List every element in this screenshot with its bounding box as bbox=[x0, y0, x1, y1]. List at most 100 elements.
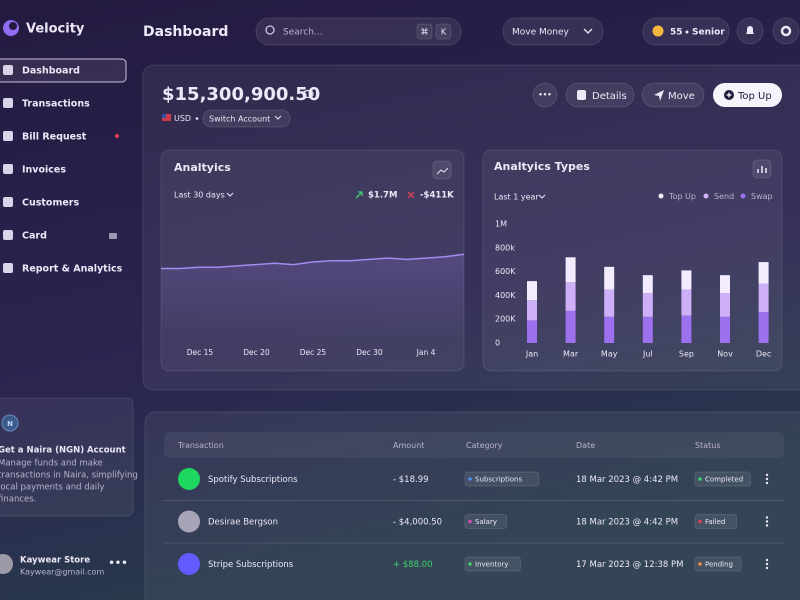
category: Inventory bbox=[475, 561, 508, 569]
category-dot bbox=[468, 477, 472, 481]
x-tick-label: Dec bbox=[756, 350, 771, 359]
transaction-name[interactable]: Spotify Subscriptions bbox=[208, 475, 298, 485]
column-header: Amount bbox=[393, 441, 424, 450]
x-tick-label: Dec 25 bbox=[300, 348, 327, 357]
promo-line: local payments and daily bbox=[0, 483, 105, 493]
nav-item[interactable]: Dashboard bbox=[22, 66, 80, 77]
nav-item[interactable]: Transactions bbox=[22, 99, 90, 110]
switch-account-button[interactable] bbox=[202, 109, 291, 128]
legend-dot bbox=[703, 193, 709, 199]
ngn-icon bbox=[1, 414, 19, 432]
nav-item[interactable]: Bill Request bbox=[22, 132, 87, 143]
x-tick-label: Sep bbox=[679, 350, 694, 359]
bar-segment bbox=[758, 283, 769, 313]
amount: - $4,000.50 bbox=[393, 518, 442, 528]
search-box[interactable] bbox=[255, 17, 462, 46]
y-tick-label: 800k bbox=[495, 243, 515, 252]
x-tick-label: Jan 4 bbox=[416, 348, 436, 357]
transaction-name[interactable]: Stripe Subscriptions bbox=[208, 560, 294, 570]
x-tick-label: Dec 15 bbox=[187, 348, 214, 357]
category-dot bbox=[468, 519, 472, 524]
category-dot bbox=[468, 562, 472, 566]
move-button[interactable] bbox=[641, 82, 705, 108]
bar-segment bbox=[565, 257, 576, 283]
chart-type-button[interactable] bbox=[432, 160, 452, 180]
top-up-button[interactable] bbox=[713, 83, 782, 107]
promo-line: transactions in Naira, simplifying bbox=[0, 471, 138, 481]
ngn-letter: N bbox=[7, 420, 13, 428]
balance-amount: $15,300,900.50 bbox=[162, 84, 320, 105]
eye-icon[interactable] bbox=[302, 89, 314, 99]
bar-segment bbox=[720, 316, 730, 343]
income-arrow bbox=[355, 191, 363, 199]
nav-active bbox=[0, 58, 127, 83]
status: Failed bbox=[705, 518, 725, 526]
status: Pending bbox=[705, 561, 733, 569]
nav-icon bbox=[3, 164, 13, 174]
chevron bbox=[538, 194, 546, 199]
transactions-card bbox=[144, 411, 800, 600]
nav: Dashboard Transactions Bill Request Invoice… bbox=[3, 65, 123, 275]
analytics-period[interactable]: Last 30 days bbox=[174, 191, 225, 200]
y-tick-label: 1M bbox=[495, 220, 507, 229]
key bbox=[435, 23, 452, 40]
analytics-types-period[interactable]: Last 1 year bbox=[494, 193, 539, 202]
category: Subscriptions bbox=[475, 476, 522, 484]
bar-segment bbox=[642, 293, 653, 317]
nav-icon bbox=[3, 230, 13, 240]
nav-item[interactable]: Invoices bbox=[22, 165, 66, 176]
bar-icon bbox=[757, 166, 767, 173]
bar-segment bbox=[527, 300, 537, 321]
row-avatar bbox=[178, 553, 200, 575]
user-menu[interactable]: ••• bbox=[108, 558, 127, 569]
line-chart: Dec 15 Dec 20 Dec 25 Dec 30 Jan 4 bbox=[161, 253, 465, 357]
nav-icon bbox=[3, 263, 13, 273]
y-tick-label: 400K bbox=[495, 291, 516, 300]
nav-item[interactable]: Customers bbox=[22, 198, 79, 209]
bar-chart: 0 200K 400K 600K 800k 1M Jan Mar May Jul Sep Nov Dec… bbox=[495, 192, 773, 359]
move-money-button[interactable] bbox=[502, 17, 604, 46]
outcome: -$411K bbox=[420, 191, 454, 201]
bar-segment bbox=[681, 270, 692, 290]
nav-item[interactable]: Report & Analytics bbox=[22, 264, 123, 275]
chevron bbox=[226, 192, 234, 197]
bar-segment bbox=[527, 281, 537, 301]
chart-icon bbox=[436, 167, 449, 175]
details-icon bbox=[577, 90, 586, 100]
outcome-icon bbox=[407, 191, 415, 199]
legend-dot bbox=[740, 193, 746, 199]
details-button[interactable] bbox=[565, 82, 635, 108]
move-money-label: Move Money bbox=[512, 28, 570, 38]
key-label: K bbox=[441, 28, 447, 37]
nav-item[interactable]: Card bbox=[22, 231, 47, 242]
row-avatar bbox=[178, 468, 200, 490]
promo-line: Manage funds and make bbox=[0, 459, 103, 469]
page-title: Dashboard bbox=[143, 24, 228, 40]
separator bbox=[685, 30, 689, 34]
row-menu-dot bbox=[765, 473, 769, 477]
x-tick-label: Dec 20 bbox=[243, 348, 270, 357]
transaction-name[interactable]: Desirae Bergson bbox=[208, 518, 278, 528]
analytics-title: Analtyics bbox=[174, 161, 231, 174]
row-menu-dot bbox=[765, 481, 769, 485]
settings-button[interactable] bbox=[772, 17, 800, 45]
bar-segment bbox=[758, 312, 769, 343]
flag-icon bbox=[162, 114, 171, 121]
separator bbox=[195, 117, 199, 120]
category-pill bbox=[464, 556, 521, 572]
bar-segment bbox=[642, 275, 653, 294]
chevron bbox=[274, 115, 282, 120]
amount: - $18.99 bbox=[393, 475, 429, 485]
legend-label: Send bbox=[714, 192, 734, 201]
key-label: ⌘ bbox=[421, 28, 429, 37]
y-tick-label: 600K bbox=[495, 267, 516, 276]
y-tick-label: 0 bbox=[495, 339, 500, 348]
more-button[interactable] bbox=[532, 82, 558, 108]
y-tick-label: 200K bbox=[495, 315, 516, 324]
coin-icon bbox=[652, 25, 664, 37]
x-tick-label: Jul bbox=[642, 350, 653, 359]
line bbox=[161, 253, 465, 270]
legend-label: Top Up bbox=[668, 192, 696, 201]
